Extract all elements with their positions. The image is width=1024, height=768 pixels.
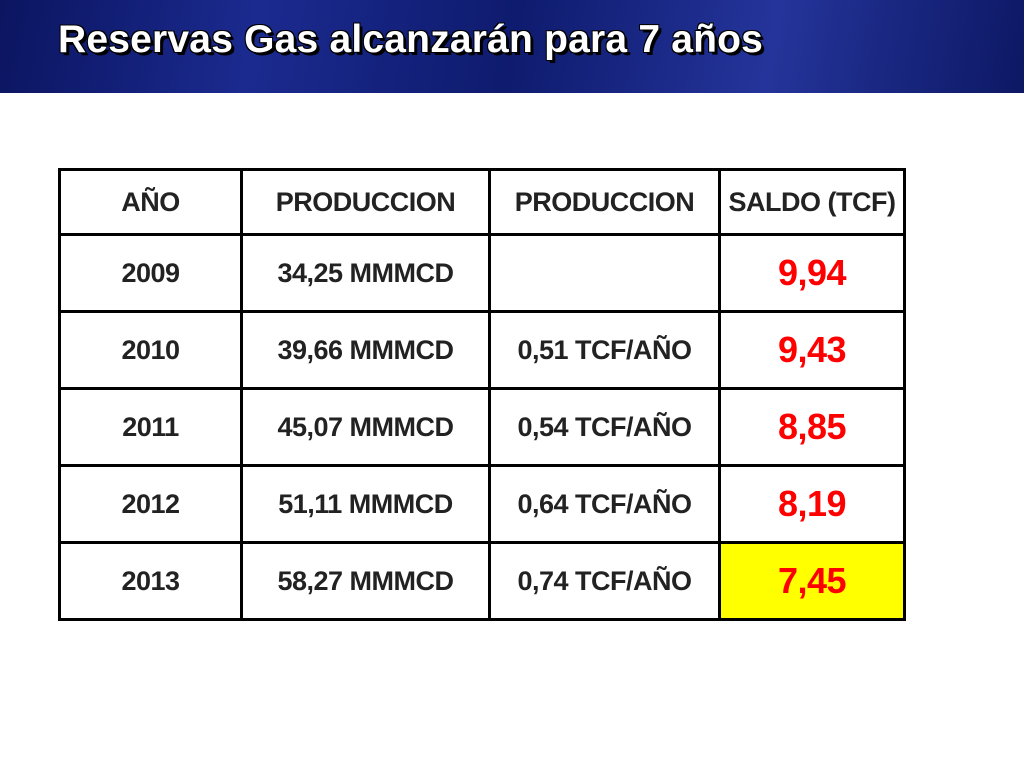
saldo-cell: 8,19 <box>718 464 906 544</box>
table-cell: 58,27 MMMCD <box>240 541 491 621</box>
data-table: AÑO PRODUCCION PRODUCCION SALDO (TCF) 2009 3… <box>58 168 906 621</box>
table-cell <box>488 233 721 313</box>
table-cell: 2012 <box>58 464 243 544</box>
table-cell: 51,11 MMMCD <box>240 464 491 544</box>
table-cell: 2011 <box>58 387 243 467</box>
column-header: PRODUCCION <box>240 168 491 236</box>
table-body: 2009 34,25 MMMCD 9,94 2010 39,66 MMMCD 0,51 T… <box>58 233 906 621</box>
column-header: AÑO <box>58 168 243 236</box>
table-row: 2013 58,27 MMMCD 0,74 TCF/AÑO 7,45 <box>58 541 906 621</box>
table-cell: 34,25 MMMCD <box>240 233 491 313</box>
table-cell: 45,07 MMMCD <box>240 387 491 467</box>
header-row: AÑO PRODUCCION PRODUCCION SALDO (TCF) <box>58 168 906 236</box>
table-row: 2012 51,11 MMMCD 0,64 TCF/AÑO 8,19 <box>58 464 906 544</box>
saldo-cell: 9,94 <box>718 233 906 313</box>
saldo-cell: 9,43 <box>718 310 906 390</box>
table-row: 2009 34,25 MMMCD 9,94 <box>58 233 906 313</box>
column-header: SALDO (TCF) <box>718 168 906 236</box>
column-header: PRODUCCION <box>488 168 721 236</box>
table-cell: 2010 <box>58 310 243 390</box>
saldo-cell: 8,85 <box>718 387 906 467</box>
table-cell: 0,51 TCF/AÑO <box>488 310 721 390</box>
table-cell: 0,64 TCF/AÑO <box>488 464 721 544</box>
table-cell: 0,74 TCF/AÑO <box>488 541 721 621</box>
header-band <box>0 0 1024 93</box>
saldo-cell: 7,45 <box>718 541 906 621</box>
table-row: 2010 39,66 MMMCD 0,51 TCF/AÑO 9,43 <box>58 310 906 390</box>
slide-title: Reservas Gas alcanzarán para 7 años <box>58 18 764 61</box>
table-cell: 2013 <box>58 541 243 621</box>
table-cell: 39,66 MMMCD <box>240 310 491 390</box>
table-cell: 0,54 TCF/AÑO <box>488 387 721 467</box>
table-cell: 2009 <box>58 233 243 313</box>
table-row: 2011 45,07 MMMCD 0,54 TCF/AÑO 8,85 <box>58 387 906 467</box>
